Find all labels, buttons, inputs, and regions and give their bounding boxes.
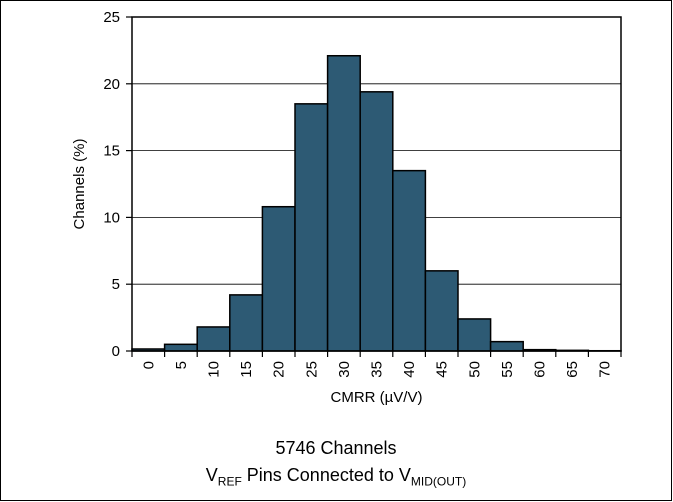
bar (489, 340, 524, 352)
bar (163, 343, 198, 352)
y-tick-label: 0 (112, 343, 120, 360)
x-tick-label: 0 (140, 361, 157, 369)
bar (229, 294, 264, 352)
x-tick-label: 5 (173, 361, 190, 369)
y-tick-label: 25 (103, 9, 120, 26)
x-tick-label: 35 (369, 361, 386, 378)
bar (457, 318, 492, 352)
bar (392, 169, 427, 352)
x-tick-label: 60 (532, 361, 549, 378)
x-axis-label: CMRR (µV/V) (331, 389, 423, 406)
y-tick-label: 15 (103, 143, 120, 160)
x-tick-label: 10 (206, 361, 223, 378)
y-tick-label: 20 (103, 76, 120, 93)
y-axis-ticks: 0 5 10 15 20 25 (103, 9, 132, 360)
caption-ref-subscript: REF (217, 474, 242, 489)
bar (261, 205, 296, 352)
x-tick-label: 25 (303, 361, 320, 378)
x-tick-label: 15 (238, 361, 255, 378)
bar (326, 54, 361, 352)
caption-v: V (205, 465, 218, 485)
x-tick-label: 50 (466, 361, 483, 378)
caption-vref-note: VREF Pins Connected to VMID(OUT) (0, 465, 672, 489)
bar (359, 91, 394, 352)
x-tick-label: 55 (499, 361, 516, 378)
bar (294, 103, 329, 352)
bar (424, 270, 459, 352)
y-axis-label: Channels (%) (71, 139, 88, 230)
y-tick-label: 5 (112, 276, 120, 293)
caption-mid-text: Pins Connected to V (241, 465, 411, 485)
x-tick-label: 70 (597, 361, 614, 378)
caption-mid-subscript: MID(OUT) (410, 474, 467, 489)
x-tick-label: 30 (336, 361, 353, 378)
y-tick-label: 10 (103, 209, 120, 226)
x-tick-label: 20 (271, 361, 288, 378)
caption-channel-count: 5746 Channels (275, 438, 397, 458)
bars (131, 54, 622, 352)
x-tick-label: 45 (434, 361, 451, 378)
bar (196, 326, 231, 352)
x-tick-label: 65 (564, 361, 581, 378)
plot-area-border (131, 16, 622, 352)
x-tick-label: 40 (401, 361, 418, 378)
x-axis-ticks: 0 5 10 15 20 25 30 35 40 45 50 55 60 65 70 (131, 351, 622, 378)
